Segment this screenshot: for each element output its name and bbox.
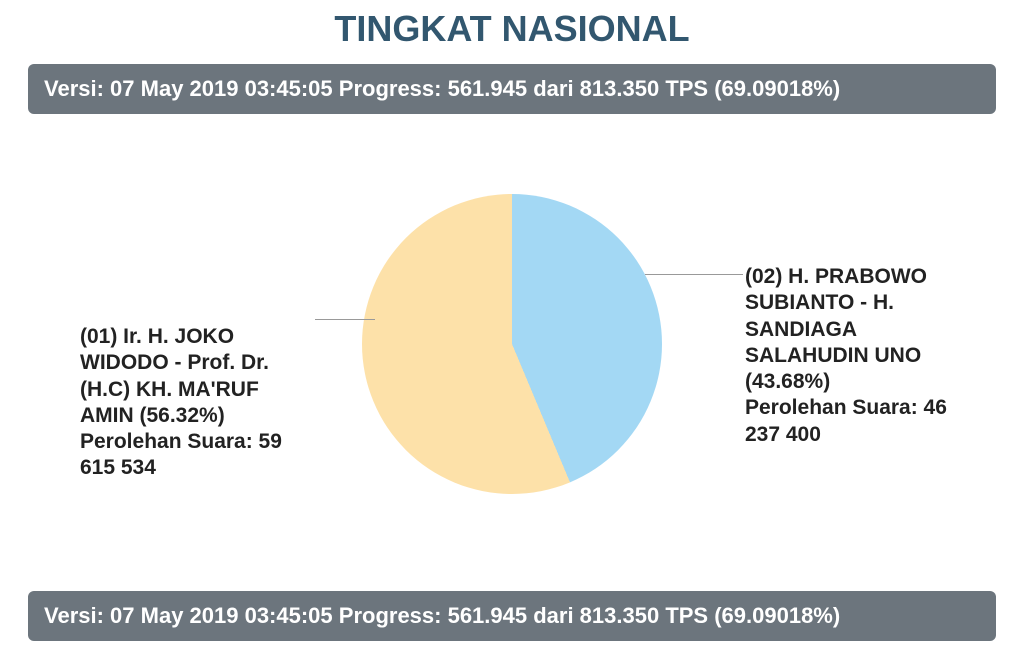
status-bar-bottom: Versi: 07 May 2019 03:45:05 Progress: 56… <box>28 591 996 641</box>
pie-label-02: (02) H. PRABOWO SUBIANTO - H. SANDIAGA S… <box>745 264 980 448</box>
page-root: TINGKAT NASIONAL Versi: 07 May 2019 03:4… <box>0 0 1024 661</box>
pie-chart-area: (01) Ir. H. JOKO WIDODO - Prof. Dr. (H.C… <box>0 114 1024 544</box>
leader-line-left <box>315 319 375 320</box>
pie-label-01: (01) Ir. H. JOKO WIDODO - Prof. Dr. (H.C… <box>80 324 315 482</box>
pie-chart <box>362 194 662 494</box>
leader-line-right <box>645 274 743 275</box>
status-bar-top: Versi: 07 May 2019 03:45:05 Progress: 56… <box>28 64 996 114</box>
page-title: TINGKAT NASIONAL <box>0 0 1024 50</box>
